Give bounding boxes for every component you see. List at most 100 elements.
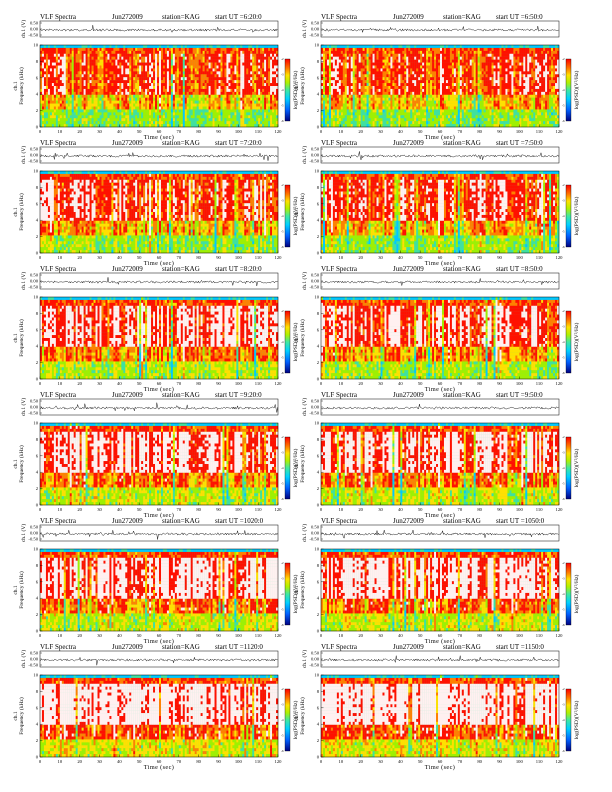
spectrogram-cell [340,53,343,57]
spectrogram-cell [551,74,554,78]
spectrogram-cell [382,77,385,81]
spectrogram-cell [149,68,152,72]
spectrogram-cell [182,50,185,54]
spectrogram-cell [240,74,243,78]
spectrogram-cell [212,47,215,52]
spectrogram-cell [240,83,243,87]
spectrogram-cell [85,53,88,57]
spectrogram-cell [85,86,88,90]
spectrogram-cell [465,71,468,75]
spectrogram-cell [159,83,162,87]
spectrogram-cell [115,115,118,119]
spectrogram-cell [394,53,397,57]
spectrogram-cell [224,112,227,116]
spectrogram-cell [392,53,395,57]
spectrogram-cell [176,118,179,122]
spectrogram-cell [414,59,417,63]
spectrogram-cell [172,100,176,104]
spectrogram-cell [147,121,150,125]
spectrogram-cell [153,62,156,66]
spectrogram-cell [57,94,60,98]
spectrogram-cell [260,103,263,107]
spectrogram-cell [65,121,68,125]
spectrogram-cell [270,65,273,69]
spectrogram-cell [242,94,245,98]
spectrogram-cell [338,65,341,69]
spectrogram-cell [192,68,195,72]
spectrogram-cell [443,59,447,63]
spectrogram-cell [91,50,94,54]
spectrogram-cell [89,115,92,119]
spectrogram-cell [103,94,106,98]
spectrogram-cell [206,115,209,119]
spectrogram-cell [159,121,162,125]
spectrogram-cell [115,100,118,104]
spectrogram-cell [394,56,397,60]
spectrogram-cell [214,100,217,104]
spectrogram-cell [354,62,357,66]
spectrogram-cell [473,50,476,54]
spectrogram-cell [157,94,160,98]
spectrogram-cell [160,65,164,69]
spectrogram-cell [47,56,51,60]
spectrogram-cell [153,47,156,52]
spectrogram-cell [103,74,106,78]
spectrogram-cell [69,94,72,98]
spectrogram-cell [160,59,164,63]
spectrogram-cell [131,88,134,93]
spectrogram-cell [55,88,58,93]
spectrogram-cell [97,59,100,63]
spectrogram-cell [135,53,138,57]
spectrogram-cell [63,91,66,95]
spectrogram-cell [481,62,484,66]
spectrogram-cell [555,50,558,54]
spectrogram-cell [406,65,409,69]
spectrogram-cell [182,83,185,87]
spectrogram-cell [55,94,58,98]
spectrogram-cell [77,74,80,78]
spectrogram-cell [248,53,251,57]
spectrogram-cell [553,56,556,60]
spectrogram-cell [170,86,174,90]
spectrogram-cell [198,56,201,60]
spectrogram-cell [99,45,102,49]
spectrogram-cell [489,59,492,63]
spectrogram-cell [129,124,132,128]
spectrogram-cell [51,71,55,75]
spectrogram-cell [475,77,478,81]
spectrogram-cell [55,45,58,49]
spectrogram-cell [342,71,345,75]
spectrogram-cell [93,71,96,75]
spectrogram-cell [212,94,215,98]
spectrogram-cell [157,86,160,90]
spectrogram-cell [539,50,542,54]
spectrogram-cell [51,77,55,81]
spectrogram-cell [63,65,66,69]
spectrogram-cell [115,62,118,66]
spectrogram-cell [495,74,498,78]
spectrogram-cell [97,115,100,119]
spectrogram-cell [250,62,253,66]
spectrogram-cell [543,59,546,63]
spectrogram-cell [101,97,104,101]
spectrogram-ytick-label: 8 [36,59,39,64]
spectrogram-cell [206,91,209,95]
spectrogram-cell [208,77,211,81]
spectrogram-cell [77,65,80,69]
spectrogram-cell [147,115,150,119]
spectrogram-cell [262,59,265,63]
spectrogram-cell [153,88,156,93]
spectrogram-cell [270,50,273,54]
spectrogram-cell [107,80,110,84]
spectrogram-cell [519,77,522,81]
spectrogram-cell [137,124,140,128]
spectrogram-cell [166,124,170,128]
spectrogram-cell [483,77,486,81]
spectrogram-cell [232,103,235,107]
spectrogram-cell [190,86,193,90]
spectrogram-cell [202,59,205,63]
spectrogram-cell [396,74,399,78]
spectrogram-cell [212,97,215,101]
spectrogram-cell [424,59,427,63]
spectrogram-cell [336,53,339,57]
